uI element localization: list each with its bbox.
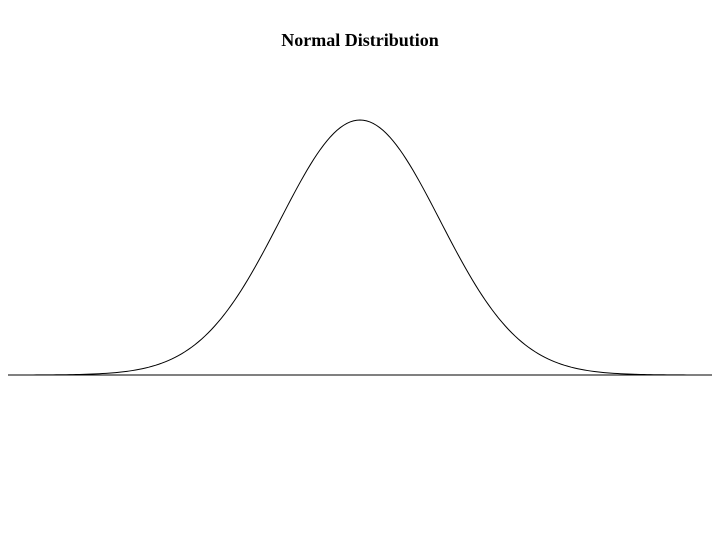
normal-curve [30,120,690,375]
normal-distribution-chart [0,0,720,540]
